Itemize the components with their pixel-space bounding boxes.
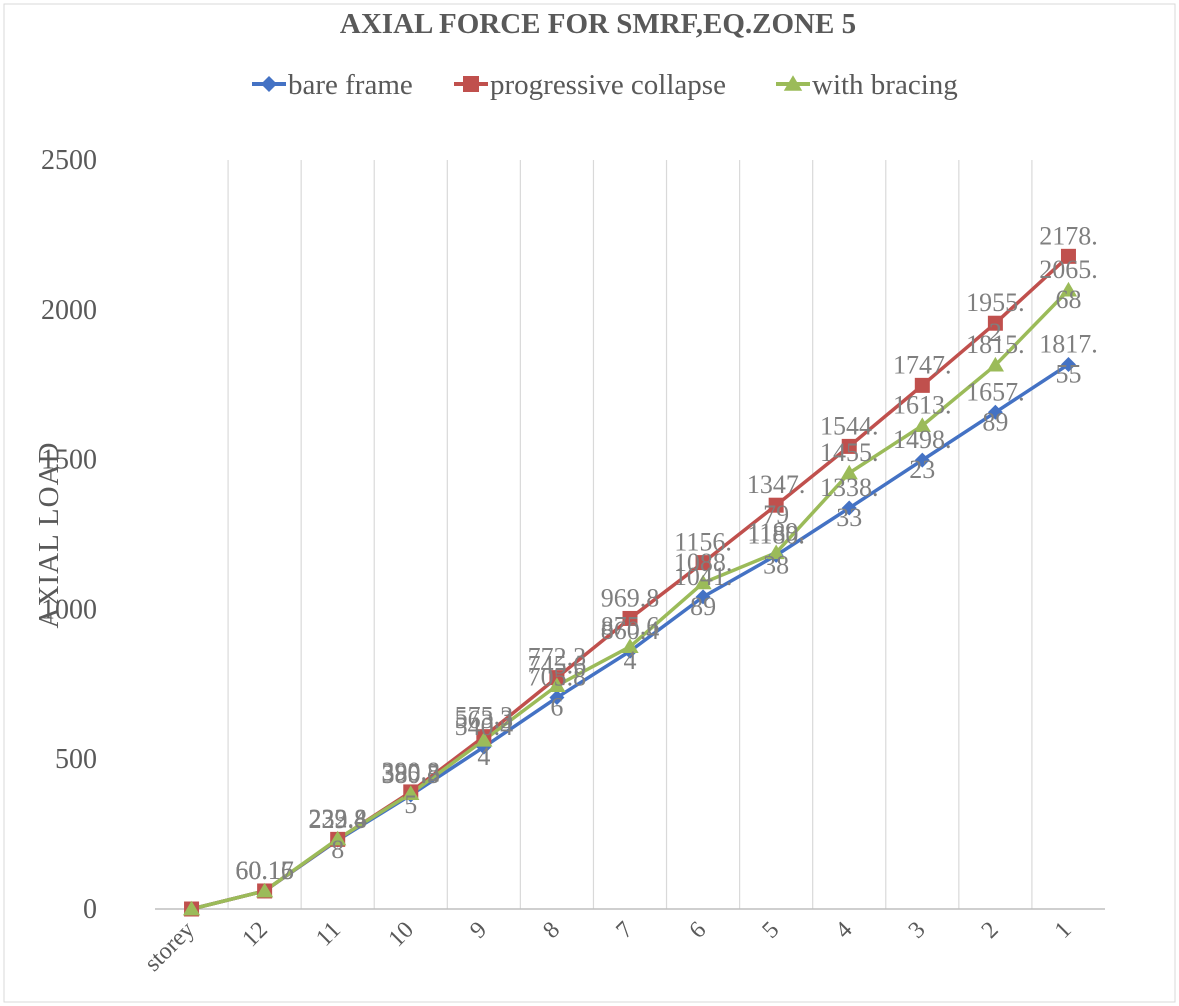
data-label: 1544. xyxy=(820,411,879,440)
data-label: 385.2 xyxy=(382,759,441,788)
legend-marker xyxy=(463,76,479,92)
data-label: 1815. xyxy=(966,330,1025,359)
data-label: 1189. xyxy=(747,518,805,547)
data-label: 1747. xyxy=(893,350,952,379)
y-tick-label: 2500 xyxy=(41,145,97,176)
chart-title: AXIAL FORCE FOR SMRF,EQ.ZONE 5 xyxy=(340,8,856,40)
data-label: 1455. xyxy=(820,438,879,467)
y-axis-title: AXIAL LOAD xyxy=(33,442,65,629)
y-tick-label: 2000 xyxy=(41,295,97,326)
legend-label: with bracing xyxy=(812,69,958,101)
data-label: 1088. xyxy=(674,548,733,577)
data-label: 233.8 xyxy=(308,804,367,833)
data-label: 2178. xyxy=(1039,221,1098,250)
y-tick-label: 500 xyxy=(55,744,97,775)
data-label: 1613. xyxy=(893,391,952,420)
legend-label: progressive collapse xyxy=(490,69,726,101)
data-label: 745.6 xyxy=(528,651,587,680)
data-label: 969.8 xyxy=(601,583,660,612)
data-label: 563.3 xyxy=(455,705,514,734)
data-label: 60.15 xyxy=(235,856,294,885)
data-label: 875.6 xyxy=(601,612,660,641)
legend-label: bare frame xyxy=(288,69,413,101)
legend: bare frame progressive collapse with braci… xyxy=(252,69,958,101)
y-tick-label: 0 xyxy=(83,894,97,925)
